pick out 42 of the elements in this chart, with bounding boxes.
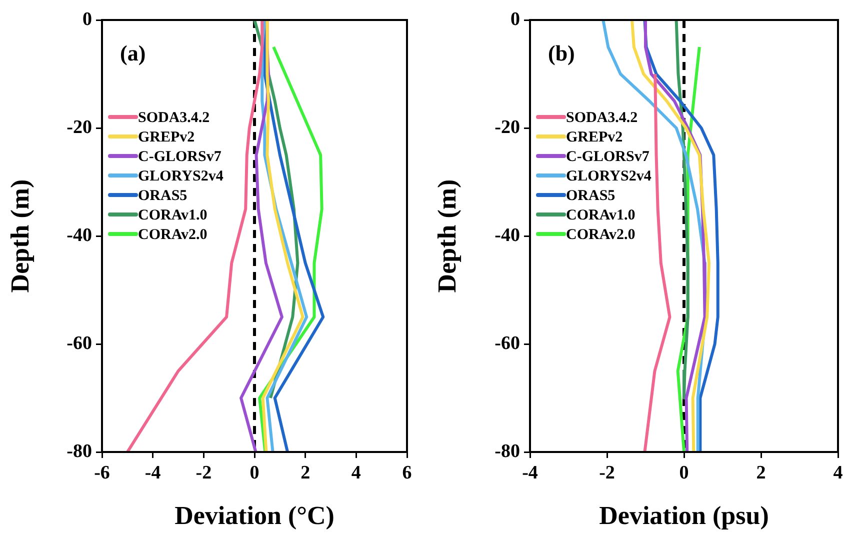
- x-tick-label: 2: [300, 462, 310, 484]
- legend-label: SODA3.4.2: [138, 110, 210, 126]
- y-tick-label: -20: [494, 116, 520, 138]
- legend-label: ORAS5: [138, 188, 188, 204]
- x-tick-label: -4: [522, 462, 538, 484]
- legend-label: CORAv1.0: [138, 207, 208, 224]
- y-tick-label: -40: [494, 224, 520, 246]
- y-tick-label: 0: [82, 8, 92, 30]
- x-tick-label: -2: [599, 462, 615, 484]
- x-tick-label: 4: [833, 462, 844, 484]
- y-tick-label: -80: [66, 440, 92, 462]
- y-tick-label: 0: [510, 8, 520, 30]
- x-tick-label: 0: [679, 462, 689, 484]
- legend-label: ORAS5: [566, 188, 616, 204]
- annotation: (a): [120, 40, 146, 66]
- legend-label: C-GLORSv7: [138, 148, 222, 165]
- legend-label: CORAv2.0: [138, 226, 208, 243]
- x-axis-title: Deviation (°C): [174, 501, 334, 530]
- legend-label: GLORYS2v4: [566, 168, 652, 184]
- x-axis-title: Deviation (psu): [599, 501, 769, 530]
- x-tick-label: 4: [351, 462, 362, 484]
- y-axis-title: Depth (m): [5, 179, 34, 293]
- legend-label: GREPv2: [138, 129, 195, 146]
- x-tick-label: -2: [196, 462, 212, 484]
- x-tick-label: -6: [94, 462, 110, 484]
- legend-label: GLORYS2v4: [138, 168, 224, 184]
- legend-label: GREPv2: [566, 129, 623, 146]
- x-tick-label: -4: [144, 462, 162, 484]
- legend-label: C-GLORSv7: [566, 148, 650, 165]
- y-axis-title: Depth (m): [432, 179, 462, 293]
- legend-label: SODA3.4.2: [566, 110, 638, 126]
- y-tick-label: -20: [66, 116, 92, 138]
- x-tick-label: 2: [756, 462, 766, 484]
- y-tick-label: -40: [66, 224, 92, 246]
- y-tick-label: -60: [66, 332, 92, 354]
- legend-label: CORAv2.0: [566, 226, 636, 243]
- annotation: (b): [548, 40, 575, 66]
- legend-label: CORAv1.0: [566, 207, 636, 224]
- y-tick-label: -80: [494, 440, 520, 462]
- y-tick-label: -60: [494, 332, 520, 354]
- x-tick-label: 6: [402, 462, 412, 484]
- x-tick-label: 0: [250, 462, 260, 484]
